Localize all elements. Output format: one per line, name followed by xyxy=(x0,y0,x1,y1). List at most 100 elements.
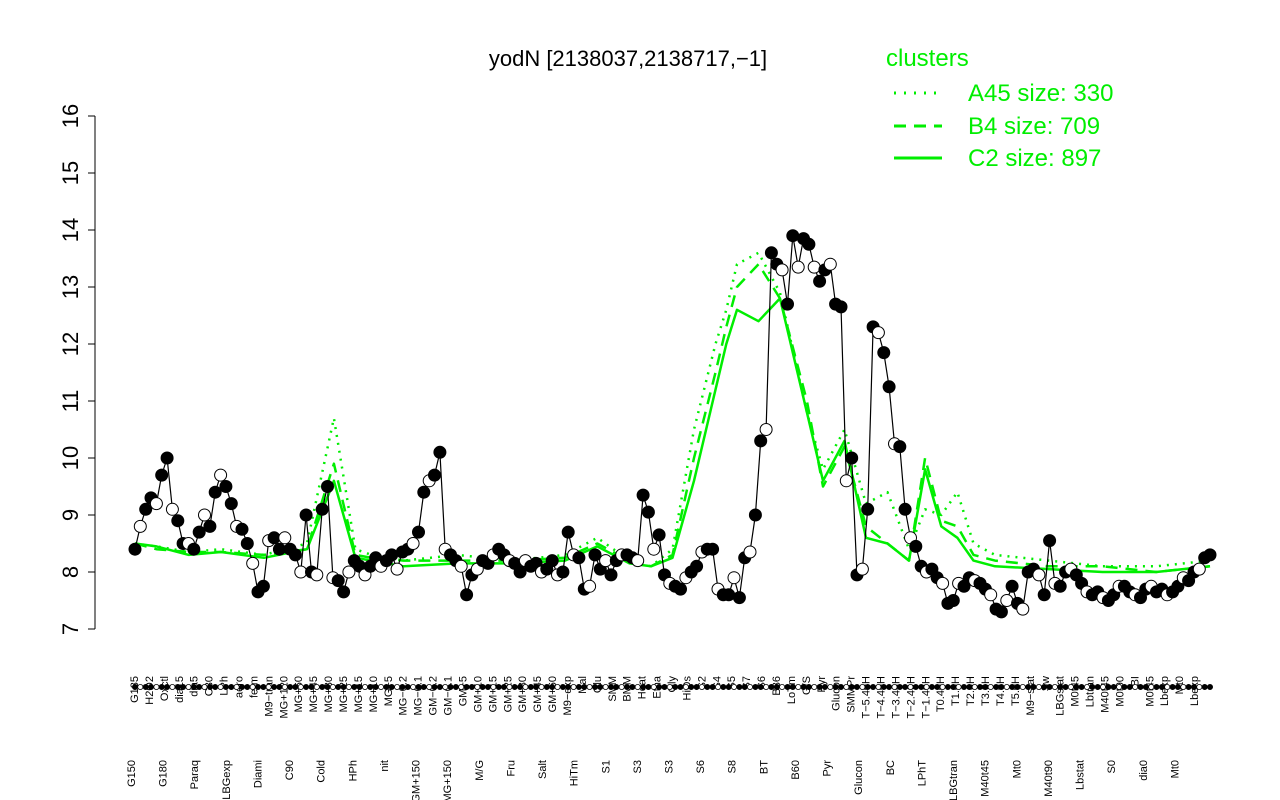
x-marker xyxy=(816,684,823,691)
x-marker xyxy=(217,684,224,691)
data-point xyxy=(165,502,179,516)
data-point xyxy=(936,576,950,590)
x-marker xyxy=(468,684,475,691)
x-marker xyxy=(950,684,957,691)
x-label-bottom: dia0 xyxy=(1138,760,1150,781)
x-marker xyxy=(570,684,577,691)
x-marker xyxy=(554,684,561,691)
data-point xyxy=(337,585,351,599)
data-point xyxy=(160,451,174,465)
data-point xyxy=(331,574,345,588)
cluster-lines xyxy=(134,251,1211,574)
x-marker xyxy=(206,684,213,691)
x-marker xyxy=(458,684,465,691)
x-marker xyxy=(859,684,866,691)
x-marker xyxy=(1041,684,1048,691)
x-marker xyxy=(1164,684,1171,691)
data-point xyxy=(310,568,324,582)
x-marker xyxy=(971,684,978,691)
data-point xyxy=(214,468,228,482)
x-marker xyxy=(875,684,882,691)
data-point xyxy=(198,508,211,522)
x-marker xyxy=(142,684,149,691)
cluster-line-solid xyxy=(134,297,1211,574)
x-label-top: T1.0H xyxy=(950,676,962,706)
data-point xyxy=(278,531,292,545)
legend-label-c2: C2 size: 897 xyxy=(968,145,1101,172)
x-marker xyxy=(377,684,384,691)
x-marker xyxy=(399,684,406,691)
data-point xyxy=(898,502,912,516)
x-marker xyxy=(201,684,208,691)
x-marker xyxy=(870,684,877,691)
x-marker xyxy=(832,684,839,691)
y-tick-label: 8 xyxy=(58,566,83,578)
data-point xyxy=(1000,594,1014,607)
x-label-top: GM+5 xyxy=(458,676,470,706)
x-marker xyxy=(575,684,582,691)
x-label-top: T5.0H xyxy=(1010,676,1022,706)
x-label-top: T2.0H xyxy=(965,676,977,706)
x-marker xyxy=(559,684,566,691)
x-label-top: Glucon xyxy=(831,676,843,711)
x-marker xyxy=(602,684,609,691)
x-label-top: MG−0.1 xyxy=(413,676,425,715)
x-label-bottom: LBGexp xyxy=(221,760,233,800)
data-point xyxy=(460,588,474,602)
x-marker xyxy=(367,684,374,691)
data-point xyxy=(807,260,821,274)
data-point xyxy=(561,525,575,539)
x-marker xyxy=(169,684,176,691)
x-marker xyxy=(597,684,604,691)
data-point xyxy=(224,497,238,511)
data-point xyxy=(604,568,618,582)
data-point xyxy=(652,528,666,542)
x-marker xyxy=(292,684,299,691)
x-marker xyxy=(228,684,235,691)
y-tick-label: 10 xyxy=(58,446,83,470)
x-label-top: GM+25 xyxy=(502,676,514,712)
x-marker xyxy=(939,684,946,691)
x-marker xyxy=(303,684,310,691)
x-marker xyxy=(506,684,513,691)
x-label-top: Lbexp xyxy=(1189,676,1201,706)
x-marker xyxy=(549,684,556,691)
x-marker xyxy=(731,684,738,691)
x-label-top: T4.0H xyxy=(995,676,1007,706)
x-label-top: M9−exp xyxy=(562,676,574,715)
x-marker xyxy=(1035,684,1042,691)
x-marker xyxy=(147,684,154,691)
data-point xyxy=(871,326,885,340)
x-marker xyxy=(1051,684,1058,691)
x-marker xyxy=(928,684,935,691)
x-marker xyxy=(1014,684,1021,691)
x-label-bottom: nit xyxy=(379,760,391,772)
x-label-top: MG+25 xyxy=(338,676,350,712)
y-tick-label: 12 xyxy=(58,332,83,356)
x-label-top: MG+120 xyxy=(278,676,290,719)
x-marker xyxy=(281,684,288,691)
data-point xyxy=(1043,534,1057,548)
data-point xyxy=(321,480,334,493)
data-point xyxy=(583,579,597,593)
x-marker xyxy=(704,684,711,691)
x-label-top: T−2.40H xyxy=(905,676,917,719)
x-marker xyxy=(180,684,187,691)
x-marker xyxy=(773,684,780,691)
x-label-top: GM−0.2 xyxy=(428,676,440,715)
x-marker xyxy=(768,684,775,691)
x-marker xyxy=(426,684,433,691)
data-point xyxy=(727,571,741,585)
data-point xyxy=(139,502,153,516)
legend-label-a45: A45 size: 330 xyxy=(968,80,1113,107)
x-marker xyxy=(463,684,470,691)
x-label-top: MG+60 xyxy=(293,676,305,712)
x-marker xyxy=(345,684,352,691)
data-point xyxy=(171,514,185,528)
cluster-line-dotted xyxy=(134,251,1211,568)
x-marker xyxy=(164,684,171,691)
data-point xyxy=(759,423,773,436)
x-marker xyxy=(383,684,390,691)
x-marker xyxy=(961,684,968,691)
